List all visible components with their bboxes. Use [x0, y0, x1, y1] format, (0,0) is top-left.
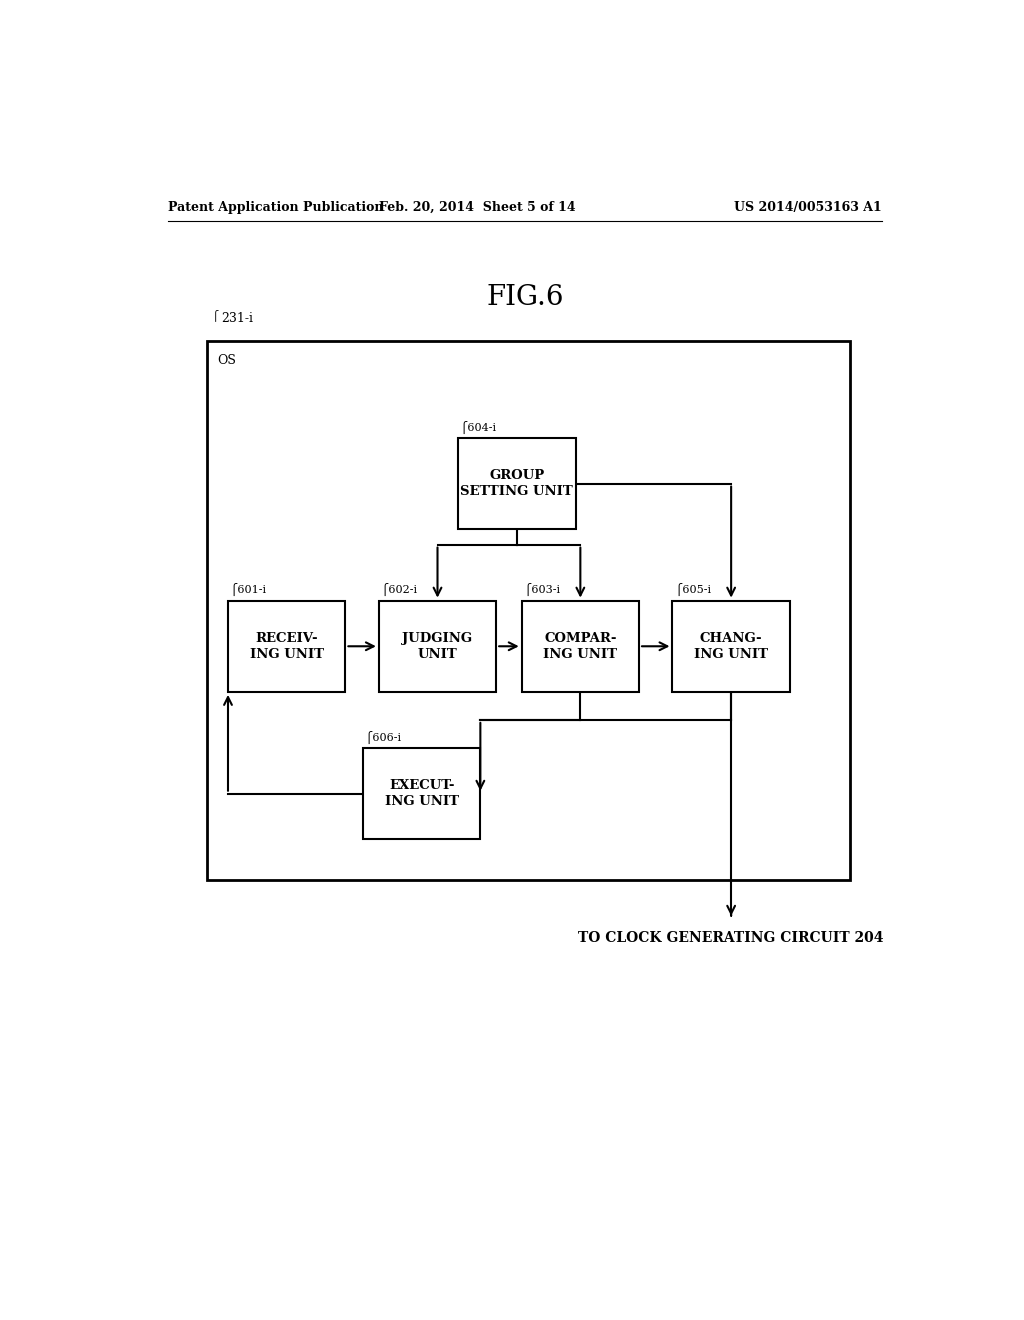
Text: Feb. 20, 2014  Sheet 5 of 14: Feb. 20, 2014 Sheet 5 of 14	[379, 201, 575, 214]
Text: CHANG-
ING UNIT: CHANG- ING UNIT	[694, 632, 768, 661]
Text: ⎧: ⎧	[211, 309, 219, 321]
Text: Patent Application Publication: Patent Application Publication	[168, 201, 383, 214]
Text: JUDGING
UNIT: JUDGING UNIT	[402, 632, 472, 661]
Bar	[228, 601, 345, 692]
Text: FIG.6: FIG.6	[486, 284, 563, 312]
Text: TO CLOCK GENERATING CIRCUIT 204: TO CLOCK GENERATING CIRCUIT 204	[579, 931, 884, 945]
Text: ⎧605-i: ⎧605-i	[674, 583, 711, 597]
Bar	[673, 601, 790, 692]
Text: RECEIV-
ING UNIT: RECEIV- ING UNIT	[250, 632, 324, 661]
Text: ⎧604-i: ⎧604-i	[460, 421, 497, 434]
Text: COMPAR-
ING UNIT: COMPAR- ING UNIT	[544, 632, 617, 661]
Text: ⎧603-i: ⎧603-i	[523, 583, 560, 597]
Bar	[458, 438, 575, 529]
Text: EXECUT-
ING UNIT: EXECUT- ING UNIT	[385, 779, 459, 808]
Text: ⎧606-i: ⎧606-i	[365, 731, 401, 744]
Text: OS: OS	[217, 354, 236, 367]
Bar	[362, 748, 480, 840]
Bar	[207, 342, 850, 880]
Bar	[521, 601, 639, 692]
Bar	[379, 601, 497, 692]
Text: US 2014/0053163 A1: US 2014/0053163 A1	[734, 201, 882, 214]
Text: ⎧602-i: ⎧602-i	[380, 583, 418, 597]
Text: ⎧601-i: ⎧601-i	[229, 583, 266, 597]
Text: GROUP
SETTING UNIT: GROUP SETTING UNIT	[461, 469, 573, 498]
Text: 231-i: 231-i	[221, 312, 254, 325]
